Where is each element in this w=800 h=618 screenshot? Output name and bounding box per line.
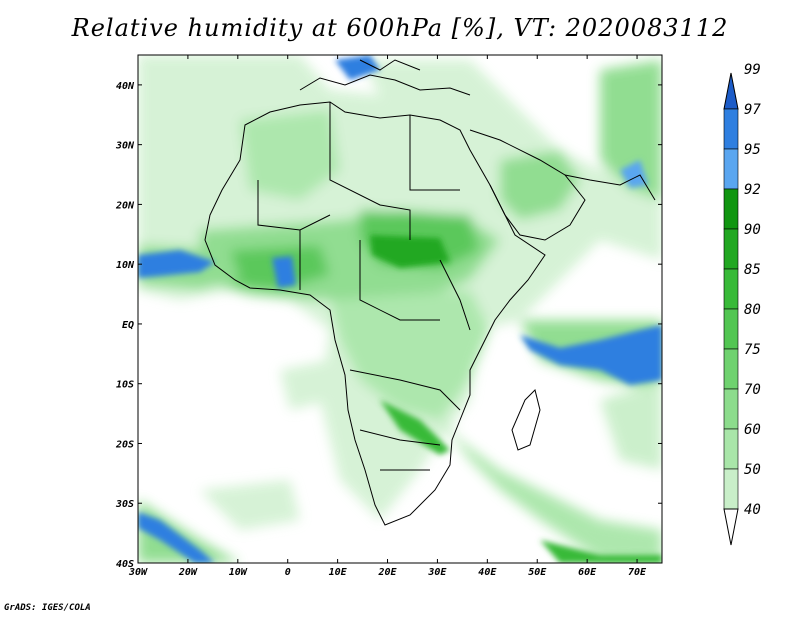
y-tick-label: 30N (115, 141, 135, 152)
x-tick-label: 20W (178, 567, 198, 578)
colorbar-label: 80 (744, 302, 761, 318)
colorbar-box (723, 428, 739, 470)
x-tick-label: 10W (229, 567, 248, 578)
y-tick-label: EQ (122, 320, 134, 331)
colorbar-box (723, 388, 739, 430)
colorbar-box (723, 308, 739, 350)
x-tick-label: 40E (478, 567, 497, 578)
colorbar-label: 40 (744, 502, 761, 518)
x-axis: 30W 20W 10W 0 10E 20E 30E 40E 50E 60E 70E (128, 55, 647, 578)
x-tick-label: 30W (128, 567, 148, 578)
colorbar-label: 60 (744, 422, 761, 438)
humidity-field (138, 55, 662, 563)
y-tick-label: 10S (116, 380, 134, 391)
y-tick-label: 20S (115, 439, 134, 450)
colorbar-label: 50 (744, 462, 761, 478)
y-tick-label: 30S (115, 499, 134, 510)
colorbar-box (723, 148, 739, 190)
footer-credit: GrADS: IGES/COLA (4, 603, 91, 613)
colorbar-arrow-bottom (723, 508, 739, 546)
x-tick-label: 10E (329, 567, 348, 578)
colorbar-box (723, 108, 739, 150)
x-tick-label: 20E (377, 567, 397, 578)
colorbar-label: 97 (744, 102, 761, 118)
colorbar-label: 90 (744, 222, 761, 238)
y-tick-label: 40N (116, 81, 135, 92)
colorbar-box (723, 468, 739, 510)
colorbar-label: 75 (744, 342, 761, 358)
chart-title: Relative humidity at 600hPa [%], VT: 202… (71, 14, 729, 42)
colorbar-arrow-top (723, 72, 739, 110)
colorbar-label: 85 (744, 262, 761, 278)
colorbar-label: 95 (744, 142, 761, 158)
x-tick-label: 50E (528, 567, 547, 578)
colorbar-label: 99 (744, 62, 761, 78)
colorbar-box (723, 348, 739, 390)
colorbar-box (723, 188, 739, 230)
x-tick-label: 70E (628, 567, 647, 578)
y-tick-label: 20N (115, 200, 135, 211)
x-tick-label: 60E (578, 567, 597, 578)
colorbar-label: 70 (744, 382, 761, 398)
coastlines (204, 59, 656, 526)
colorbar-box (723, 228, 739, 270)
colorbar-box (723, 268, 739, 310)
x-tick-label: 0 (285, 567, 291, 578)
x-tick-label: 30E (427, 567, 447, 578)
y-tick-label: 40S (116, 559, 134, 570)
colorbar: 40 50 60 70 75 80 85 90 92 95 97 99 (723, 62, 761, 546)
y-tick-label: 10N (116, 260, 135, 271)
y-axis: 40N 30N 20N 10N EQ 10S 20S 30S 40S (115, 81, 662, 570)
map-frame (137, 54, 663, 564)
colorbar-label: 92 (744, 182, 761, 198)
